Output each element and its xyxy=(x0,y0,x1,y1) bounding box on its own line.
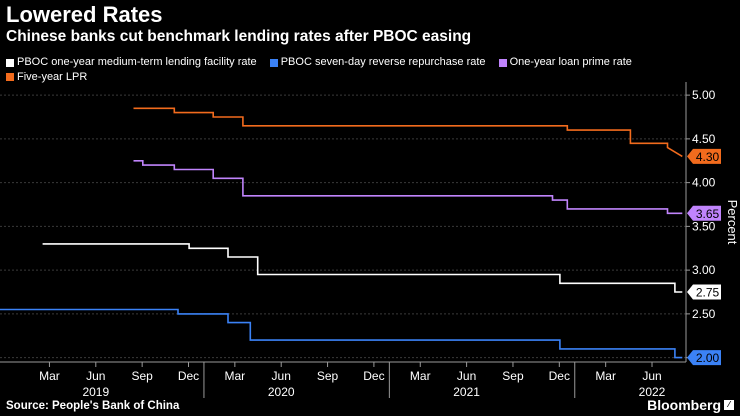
legend-swatch-reverse-repo xyxy=(269,58,278,67)
series-line-3 xyxy=(133,107,683,158)
x-tick-label: Sep xyxy=(317,369,339,383)
x-tick-label: Dec xyxy=(363,369,384,383)
y-tick-label: 4.50 xyxy=(692,132,716,146)
x-year-label: 2021 xyxy=(453,385,480,398)
x-year-label: 2020 xyxy=(268,385,295,398)
end-value-tag-0 xyxy=(687,284,721,300)
legend-label-one-year-lpr: One-year loan prime rate xyxy=(509,56,632,68)
series-line-2 xyxy=(133,160,683,215)
brand-logo: Bloomberg ⁄ xyxy=(647,397,734,413)
x-tick-label: Mar xyxy=(225,369,246,383)
x-tick-label: Jun xyxy=(457,369,476,383)
x-tick-label: Sep xyxy=(131,369,153,383)
source-note: Source: People's Bank of China xyxy=(6,400,180,412)
brand-name: Bloomberg xyxy=(647,397,721,413)
x-tick-label: Mar xyxy=(39,369,60,383)
end-value-label-2: 3.65 xyxy=(696,207,720,221)
series-line-0 xyxy=(42,243,683,293)
y-axis-title: Percent xyxy=(725,200,740,245)
legend: PBOC one-year medium-term lending facili… xyxy=(6,56,734,85)
legend-swatch-mlf xyxy=(6,58,14,67)
y-tick-label: 3.00 xyxy=(692,263,716,277)
x-tick-label: Sep xyxy=(502,369,524,383)
legend-swatch-five-year-lpr xyxy=(6,73,14,81)
x-tick-label: Jun xyxy=(642,369,661,383)
y-tick-label: 4.00 xyxy=(692,176,716,190)
legend-label-mlf: PBOC one-year medium-term lending facili… xyxy=(17,56,257,68)
legend-item-one-year-lpr: One-year loan prime rate xyxy=(498,56,632,69)
x-year-label: 2022 xyxy=(639,385,666,398)
legend-item-mlf: PBOC one-year medium-term lending facili… xyxy=(6,56,257,69)
x-tick-label: Jun xyxy=(272,369,291,383)
end-value-label-3: 4.30 xyxy=(696,150,720,164)
x-tick-label: Mar xyxy=(595,369,616,383)
y-tick-label: 2.50 xyxy=(692,307,716,321)
line-chart: 2.00 2.50 3.00 3.50 4.00 4.50 5.00 Percent Mar Ju… xyxy=(0,82,740,398)
end-value-tag-3 xyxy=(687,148,721,164)
chart-title: Lowered Rates xyxy=(6,2,163,27)
x-tick-label: Dec xyxy=(549,369,570,383)
x-tick-label: Mar xyxy=(410,369,431,383)
terminal-icon: ⁄ xyxy=(724,400,734,410)
chart-subtitle: Chinese banks cut benchmark lending rate… xyxy=(6,28,472,45)
x-tick-label: Jun xyxy=(86,369,105,383)
legend-label-five-year-lpr: Five-year LPR xyxy=(17,70,88,83)
legend-item-five-year-lpr: Five-year LPR xyxy=(6,71,87,84)
y-tick-label: 3.50 xyxy=(692,219,716,233)
x-tick-label: Dec xyxy=(178,369,199,383)
end-value-tag-2 xyxy=(687,205,721,221)
legend-item-reverse-repo: PBOC seven-day reverse repurchase rate xyxy=(269,56,486,69)
series-line-1 xyxy=(0,308,683,359)
end-value-label-0: 2.75 xyxy=(696,286,720,300)
legend-swatch-one-year-lpr xyxy=(498,58,507,67)
x-year-label: 2019 xyxy=(82,385,109,398)
y-tick-label: 5.00 xyxy=(692,88,716,102)
end-value-label-1: 2.00 xyxy=(696,351,720,365)
end-value-tag-1 xyxy=(687,350,721,366)
legend-label-reverse-repo: PBOC seven-day reverse repurchase rate xyxy=(280,56,486,68)
